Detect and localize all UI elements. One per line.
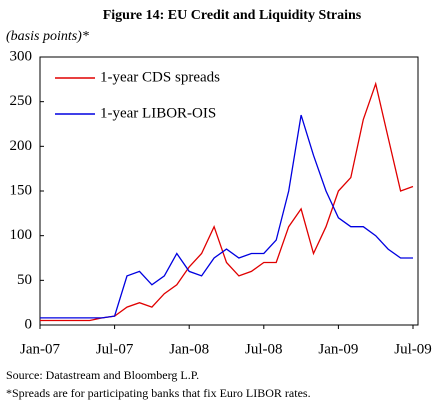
data-line <box>40 81 414 322</box>
legend-label: 1-year CDS spreads <box>100 69 220 85</box>
legend-label: 1-year LIBOR-OIS <box>100 105 216 121</box>
x-tick-label: Jul-09 <box>394 341 432 357</box>
chart-subtitle: (basis points)* <box>6 29 89 44</box>
chart-title: Figure 14: EU Credit and Liquidity Strai… <box>103 8 362 23</box>
y-tick-label: 250 <box>10 93 33 109</box>
y-tick-label: 300 <box>10 48 33 64</box>
x-tick-label: Jan-08 <box>169 341 209 357</box>
y-tick-label: 150 <box>10 182 33 198</box>
x-tick-label: Jul-08 <box>245 341 283 357</box>
y-tick-label: 50 <box>17 272 32 288</box>
data-line <box>40 114 413 319</box>
source-note: Source: Datastream and Bloomberg L.P. <box>6 368 199 382</box>
x-tick-label: Jan-09 <box>318 341 358 357</box>
y-tick-label: 100 <box>10 227 33 243</box>
x-tick-label: Jul-07 <box>96 341 134 357</box>
y-tick-label: 0 <box>25 316 33 332</box>
x-tick-label: Jan-07 <box>20 341 60 357</box>
plot-frame <box>39 56 419 326</box>
y-tick-label: 200 <box>10 138 33 154</box>
footnote: *Spreads are for participating banks tha… <box>6 386 311 400</box>
